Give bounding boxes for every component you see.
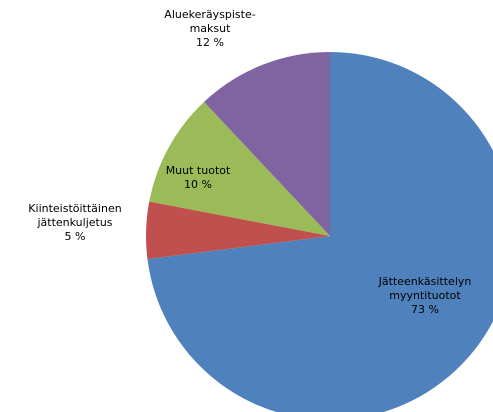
category-label: Aluekeräyspiste-maksut [164, 8, 255, 35]
value-label: 10 % [184, 178, 212, 191]
label-line: maksut [190, 22, 232, 35]
pie-slice [149, 101, 330, 236]
value-label: 5 % [65, 230, 86, 243]
label-line: Muut tuotot [166, 164, 231, 177]
pie-slice [145, 201, 330, 260]
category-label: Jätteenkäsittelyn myyntituotot [378, 275, 472, 302]
label-line: Jätteenkäsittelyn [378, 275, 472, 288]
pie-slice [147, 52, 493, 412]
label-line: jättenkuljetus [36, 216, 112, 229]
label-line: myyntituotot [389, 289, 461, 302]
category-label: Muut tuotot [166, 164, 231, 177]
label-line: Kiinteistöittäinen [28, 202, 121, 215]
value-label: 12 % [196, 36, 224, 49]
value-label: 73 % [411, 303, 439, 316]
label-line: Aluekeräyspiste- [164, 8, 255, 21]
category-label: Kiinteistöittäinen jättenkuljetus [28, 202, 121, 229]
pie-slice [204, 52, 330, 236]
